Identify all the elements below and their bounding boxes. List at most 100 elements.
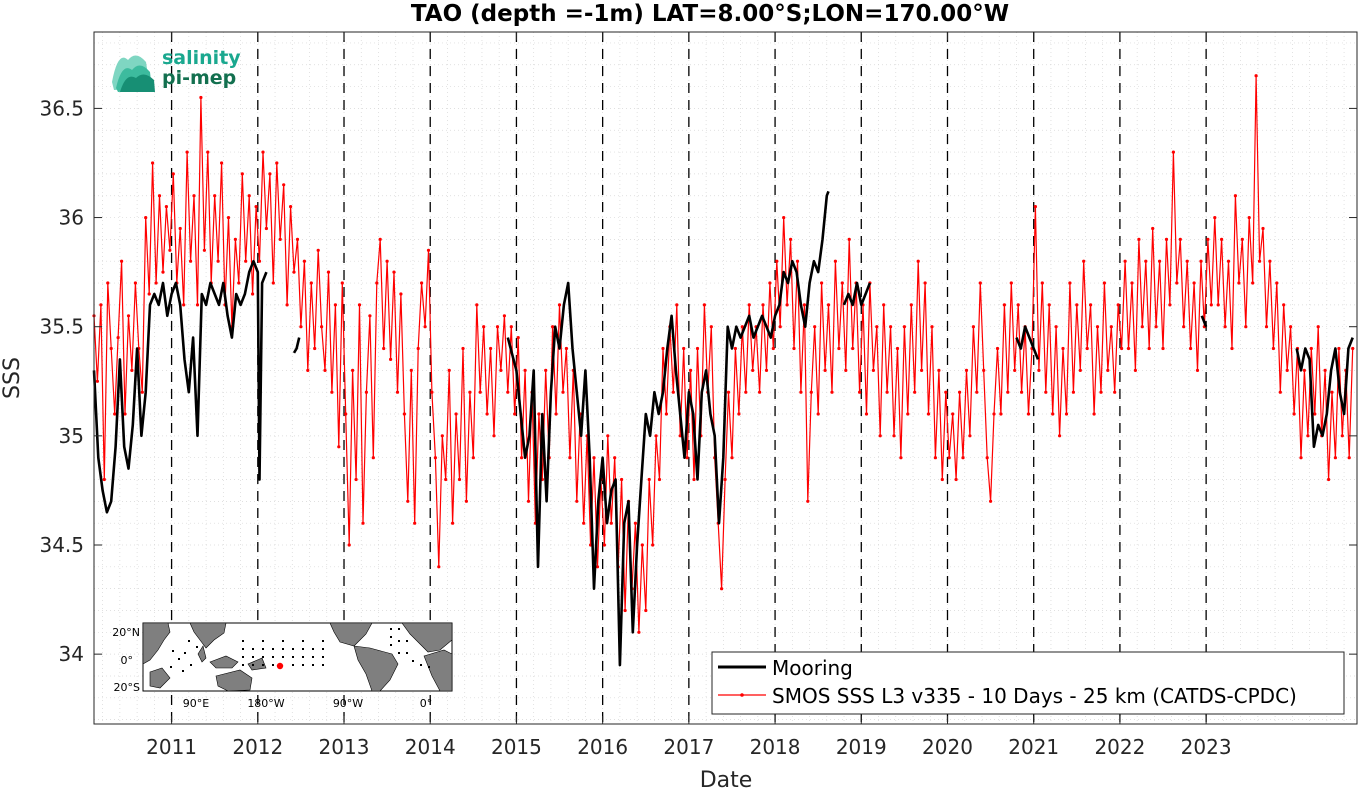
series-point-smos — [399, 292, 403, 296]
series-point-smos — [1154, 325, 1158, 329]
series-point-smos — [761, 303, 765, 307]
series-point-smos — [737, 412, 741, 416]
series-point-smos — [1313, 412, 1317, 416]
series-point-smos — [975, 390, 979, 394]
series-point-smos — [889, 325, 893, 329]
series-point-smos — [1285, 368, 1289, 372]
series-point-smos — [161, 270, 165, 274]
series-point-smos — [261, 150, 265, 154]
series-point-smos — [461, 346, 465, 351]
series-point-smos — [457, 477, 462, 482]
series-point-smos — [1340, 434, 1344, 438]
series-point-smos — [999, 412, 1003, 416]
series-point-smos — [623, 608, 627, 613]
series-layer — [92, 74, 1355, 667]
series-point-smos — [871, 368, 876, 372]
series-point-smos — [1261, 226, 1265, 231]
series-point-smos — [1089, 303, 1093, 307]
series-point-smos — [444, 477, 448, 482]
series-point-smos — [1054, 325, 1058, 329]
series-point-smos — [644, 608, 648, 613]
series-point-smos — [1061, 346, 1065, 351]
series-point-smos — [675, 303, 679, 307]
series-point-smos — [785, 303, 789, 307]
series-point-smos — [292, 270, 296, 274]
series-point-smos — [1302, 368, 1306, 372]
legend: Mooring SMOS SSS L3 v335 - 10 Days - 25 … — [711, 651, 1345, 715]
series-point-smos — [685, 456, 689, 460]
series-point-smos — [520, 456, 524, 460]
series-point-smos — [1006, 390, 1010, 394]
series-point-smos — [278, 237, 282, 241]
series-point-smos — [830, 390, 834, 394]
series-point-smos — [978, 281, 982, 285]
x-tick-label: 2013 — [319, 735, 370, 759]
series-point-smos — [451, 521, 455, 525]
series-point-smos — [609, 521, 613, 525]
series-point-smos — [1147, 346, 1151, 351]
x-tick-label: 2016 — [577, 735, 628, 759]
series-point-smos — [1009, 281, 1013, 285]
series-point-smos — [123, 412, 127, 416]
series-point-smos — [1171, 150, 1175, 154]
series-point-smos — [1282, 303, 1286, 307]
series-point-smos — [1002, 303, 1007, 307]
series-point-smos — [413, 521, 417, 525]
legend-label-mooring: Mooring — [772, 656, 853, 680]
series-point-smos — [437, 565, 441, 569]
logo-text-salinity: salinity — [162, 47, 241, 69]
series-point-smos — [637, 630, 641, 634]
series-point-smos — [1292, 412, 1296, 416]
axis-ticks — [94, 32, 1357, 724]
series-point-smos — [1254, 74, 1258, 78]
series-point-smos — [595, 565, 600, 569]
series-point-smos — [947, 456, 951, 460]
inset-lat-label-0: 0° — [121, 654, 134, 667]
series-point-smos — [902, 325, 907, 329]
series-point-smos — [378, 237, 382, 241]
series-point-smos — [251, 292, 255, 296]
series-point-smos — [799, 390, 803, 394]
series-point-smos — [561, 390, 565, 394]
series-point-smos — [1316, 325, 1320, 329]
series-point-smos — [1182, 325, 1186, 329]
series-point-smos — [1044, 390, 1048, 394]
series-point-smos — [1068, 281, 1072, 285]
series-point-smos — [647, 477, 651, 482]
series-line-mooring — [1200, 315, 1208, 328]
series-point-smos — [778, 325, 782, 329]
series-point-smos — [447, 368, 451, 372]
series-point-smos — [182, 303, 186, 307]
series-point-smos — [1123, 259, 1127, 263]
series-point-smos — [1058, 434, 1062, 438]
series-point-smos — [895, 346, 900, 351]
series-point-smos — [271, 281, 275, 285]
series-point-smos — [1037, 368, 1041, 372]
series-point-smos — [237, 281, 241, 285]
series-point-smos — [1192, 281, 1196, 285]
series-point-smos — [357, 303, 362, 307]
series-point-smos — [192, 194, 196, 198]
series-point-smos — [1047, 303, 1051, 307]
series-point-smos — [1109, 325, 1113, 329]
series-point-smos — [509, 325, 513, 329]
series-point-smos — [851, 346, 855, 351]
series-point-smos — [199, 95, 203, 100]
series-point-smos — [651, 543, 655, 547]
series-point-smos — [1226, 259, 1231, 263]
series-point-smos — [516, 336, 520, 340]
series-point-smos — [961, 456, 965, 460]
series-point-smos — [257, 259, 262, 263]
series-point-smos — [1158, 259, 1162, 263]
y-tick-label: 34.5 — [39, 533, 84, 557]
series-point-smos — [844, 368, 848, 372]
series-point-smos — [1309, 346, 1313, 351]
series-point-smos — [1347, 456, 1351, 460]
series-point-smos — [923, 281, 927, 285]
series-point-smos — [682, 346, 686, 351]
series-point-smos — [551, 325, 555, 329]
series-point-smos — [1092, 412, 1096, 416]
series-point-smos — [709, 325, 713, 329]
series-line-mooring — [1015, 325, 1040, 360]
